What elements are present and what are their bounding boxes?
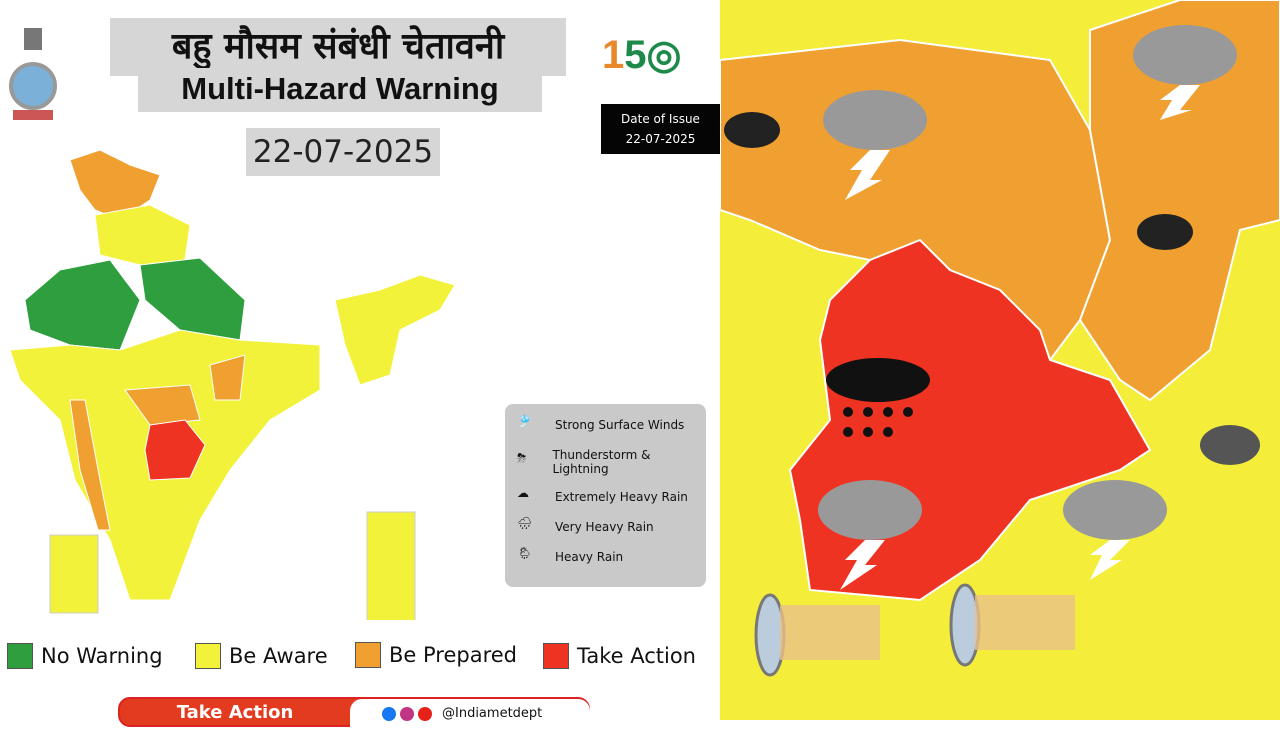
region-rajasthan-green xyxy=(24,259,141,351)
region-northeast-yellow xyxy=(334,274,456,386)
zoomed-region-map xyxy=(720,0,1280,720)
facebook-icon[interactable] xyxy=(382,707,396,721)
issue-label: Date of Issue xyxy=(621,112,700,126)
hazard-legend: 🎐 Strong Surface Winds ⛈ Thunderstorm & Li… xyxy=(505,404,706,587)
red-swatch xyxy=(543,643,569,669)
zoomed-map-panel xyxy=(720,0,1280,720)
warning-infographic: बहु मौसम संबंधी चेतावनी Multi-Hazard War… xyxy=(7,18,720,727)
legend-be-prepared: Be Prepared xyxy=(355,642,517,668)
thunderstorm-icon xyxy=(1063,480,1167,580)
legend-no-warning: No Warning xyxy=(7,643,163,669)
hazard-legend-item: 🎐 Strong Surface Winds xyxy=(517,414,684,436)
instagram-icon[interactable] xyxy=(400,707,414,721)
hazard-label: Heavy Rain xyxy=(555,550,624,564)
thunderstorm-icon xyxy=(1133,25,1237,120)
thunderstorm-icon: ⛈ xyxy=(517,451,527,465)
social-handle[interactable]: @Indiametdept xyxy=(442,706,543,721)
extremely-heavy-rain-icon xyxy=(826,358,930,437)
footer-banner: Take Action @Indiametdept xyxy=(118,697,590,727)
legend-label: Be Prepared xyxy=(389,643,518,667)
imd-emblem-logo xyxy=(9,28,57,120)
hazard-legend-item: ☁ Extremely Heavy Rain xyxy=(517,486,688,508)
legend-label: Be Aware xyxy=(229,644,328,668)
region-lakshadweep xyxy=(49,534,99,614)
title-english: Multi-Hazard Warning xyxy=(138,68,542,112)
extremely-heavy-rain-icon: ☁ xyxy=(517,486,529,500)
legend-take-action: Take Action xyxy=(543,643,696,669)
region-east-orange xyxy=(209,354,246,401)
hazard-label: Strong Surface Winds xyxy=(555,418,685,432)
issue-date: 22-07-2025 xyxy=(625,132,696,146)
region-jk-orange xyxy=(69,149,161,221)
region-up-green xyxy=(139,257,246,341)
legend-label: No Warning xyxy=(41,644,163,668)
green-swatch xyxy=(7,643,33,669)
logo-150-text: 5◎ xyxy=(624,33,682,77)
hazard-label: Thunderstorm & Lightning xyxy=(552,448,651,476)
region-andaman xyxy=(366,511,416,620)
region-coast-orange xyxy=(69,399,111,531)
windsock-icon: 🎐 xyxy=(517,414,532,428)
social-handle-box[interactable]: @Indiametdept xyxy=(350,699,590,727)
imd-150-logo: 15◎ xyxy=(602,33,682,77)
take-action-label: Take Action xyxy=(176,702,294,723)
warning-date: 22-07-2025 xyxy=(246,128,440,176)
thunderstorm-icon xyxy=(823,90,927,200)
date-of-issue-box: Date of Issue 22-07-2025 xyxy=(601,104,720,154)
hazard-legend-item: 🌧 Very Heavy Rain xyxy=(517,516,654,538)
very-heavy-rain-icon: 🌧 xyxy=(517,516,533,530)
region-telangana-red xyxy=(144,419,206,481)
hazard-legend-item: 🌦 Heavy Rain xyxy=(517,546,623,568)
legend-label: Take Action xyxy=(577,644,696,668)
thunderstorm-icon xyxy=(818,480,922,590)
hazard-label: Very Heavy Rain xyxy=(555,520,654,534)
windsock-icon xyxy=(754,583,1075,677)
title-hindi: बहु मौसम संबंधी चेतावनी xyxy=(110,18,566,76)
region-north-yellow xyxy=(94,204,191,266)
hazard-legend-item: ⛈ Thunderstorm & Lightning xyxy=(517,448,697,476)
india-warning-map xyxy=(9,149,456,620)
heavy-rain-icon xyxy=(1200,425,1260,465)
yellow-swatch xyxy=(195,643,221,669)
hazard-label: Extremely Heavy Rain xyxy=(555,490,688,504)
orange-swatch xyxy=(355,642,381,668)
very-heavy-rain-icon xyxy=(724,112,1193,250)
heavy-rain-icon: 🌦 xyxy=(517,546,533,560)
legend-be-aware: Be Aware xyxy=(195,643,328,669)
region-central-orange xyxy=(124,384,201,426)
zoom-region-orange-east xyxy=(1078,0,1280,402)
youtube-icon[interactable] xyxy=(418,707,432,721)
